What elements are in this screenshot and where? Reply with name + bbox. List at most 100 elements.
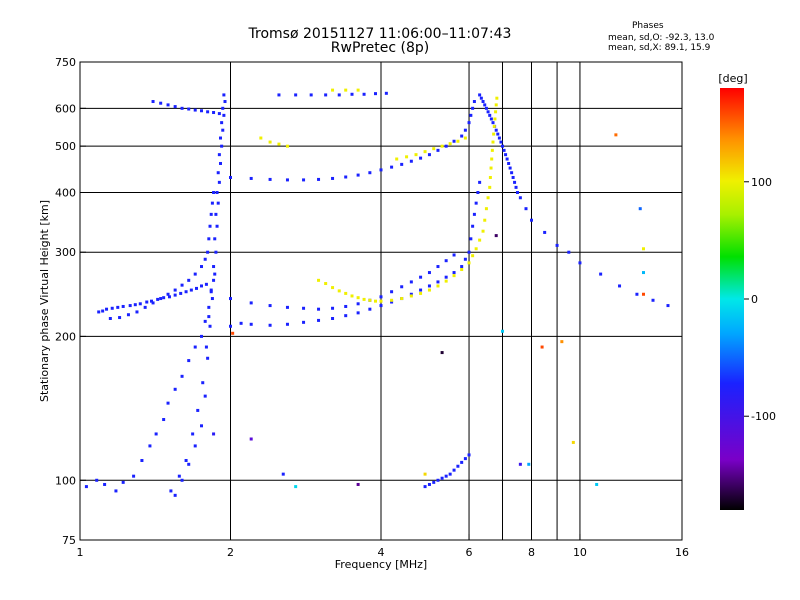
data-point-o-mode (162, 418, 166, 422)
data-point-o-mode (497, 136, 501, 140)
data-point-scattered (494, 234, 498, 238)
data-point-o-mode (148, 444, 152, 448)
data-point-o-mode (427, 271, 431, 275)
data-point-o-mode (499, 140, 503, 144)
data-point-o-mode (221, 128, 225, 132)
data-point-x-mode (474, 247, 478, 251)
data-point-o-mode (200, 109, 204, 113)
data-point-o-mode (479, 96, 483, 100)
data-point-o-mode (436, 280, 440, 284)
data-point-o-mode (215, 224, 219, 228)
x-tick-label: 1 (77, 546, 84, 559)
data-point-o-mode (294, 93, 298, 97)
data-point-o-mode (222, 113, 226, 117)
data-point-o-mode (452, 139, 456, 143)
data-point-o-mode (427, 153, 431, 157)
data-point-o-mode (379, 295, 383, 299)
data-point-o-mode (379, 304, 383, 308)
data-point-o-mode (145, 300, 149, 304)
data-point-o-mode (187, 278, 191, 282)
data-point-x-mode (317, 278, 321, 282)
data-point-o-mode (524, 207, 528, 211)
data-point-o-mode (151, 301, 155, 305)
data-point-o-mode (543, 230, 547, 234)
data-point-o-mode (214, 212, 218, 216)
data-point-scattered (527, 462, 531, 466)
data-point-o-mode (285, 178, 289, 182)
data-point-o-mode (419, 275, 423, 279)
data-point-o-mode (213, 237, 217, 241)
data-point-o-mode (189, 288, 193, 292)
y-tick-label: 600 (55, 102, 76, 115)
data-point-o-mode (154, 432, 158, 436)
data-point-o-mode (105, 307, 109, 311)
data-point-o-mode (384, 91, 388, 95)
y-tick-label: 100 (55, 474, 76, 487)
data-point-o-mode (440, 476, 444, 480)
data-point-o-mode (469, 113, 473, 117)
data-point-o-mode (530, 218, 533, 222)
data-point-x-mode (374, 299, 378, 303)
data-point-o-mode (436, 148, 440, 152)
data-point-o-mode (162, 296, 166, 300)
data-point-o-mode (555, 243, 559, 247)
data-point-x-mode (486, 196, 490, 200)
data-point-x-mode (362, 297, 366, 301)
data-point-scattered (294, 485, 298, 489)
data-point-x-mode (494, 103, 498, 107)
y-tick-label: 75 (62, 534, 76, 547)
data-point-scattered (501, 329, 505, 333)
data-point-o-mode (448, 472, 452, 476)
data-point-o-mode (268, 323, 272, 327)
data-point-o-mode (215, 190, 219, 194)
data-point-o-mode (204, 345, 208, 349)
data-point-o-mode (463, 257, 467, 261)
data-point-o-mode (302, 178, 306, 182)
data-point-o-mode (110, 306, 114, 310)
data-point-o-mode (508, 166, 512, 170)
data-point-o-mode (223, 100, 227, 104)
y-tick-label: 400 (55, 186, 76, 199)
data-point-scattered (638, 207, 642, 211)
phase-legend-o: mean, sd,O: -92.3, 13.0 (608, 33, 715, 43)
data-point-o-mode (132, 474, 136, 478)
data-point-o-mode (483, 103, 487, 107)
phase-legend-heading: Phases (632, 21, 664, 31)
data-point-o-mode (101, 309, 105, 313)
data-point-scattered (571, 440, 575, 444)
data-point-o-mode (444, 144, 448, 148)
data-point-o-mode (249, 301, 253, 305)
data-point-o-mode (409, 159, 413, 163)
data-point-o-mode (126, 313, 130, 317)
x-tick-label: 8 (528, 546, 535, 559)
data-point-scattered (518, 462, 522, 466)
data-point-o-mode (229, 175, 232, 179)
data-point-o-mode (444, 474, 448, 478)
data-point-o-mode (173, 493, 177, 497)
data-point-o-mode (567, 250, 571, 254)
data-point-o-mode (491, 121, 495, 125)
data-point-o-mode (444, 275, 448, 279)
data-point-o-mode (210, 297, 214, 301)
data-point-o-mode (209, 212, 213, 216)
data-point-x-mode (400, 297, 404, 301)
data-point-o-mode (344, 175, 348, 179)
data-point-o-mode (200, 424, 204, 428)
data-point-o-mode (471, 224, 475, 228)
data-point-x-mode (471, 254, 475, 258)
data-point-o-mode (121, 304, 125, 308)
data-point-o-mode (173, 105, 177, 109)
data-point-o-mode (203, 394, 207, 398)
data-point-o-mode (209, 290, 213, 294)
data-point-scattered (356, 482, 360, 486)
data-point-o-mode (436, 265, 440, 269)
data-point-o-mode (337, 93, 341, 97)
data-point-x-mode (448, 142, 452, 146)
data-point-o-mode (368, 307, 372, 311)
data-point-x-mode (390, 298, 394, 302)
colorbar-tick-label: 100 (751, 176, 772, 189)
data-point-o-mode (208, 224, 212, 228)
data-point-o-mode (219, 136, 223, 140)
data-point-o-mode (419, 156, 423, 160)
